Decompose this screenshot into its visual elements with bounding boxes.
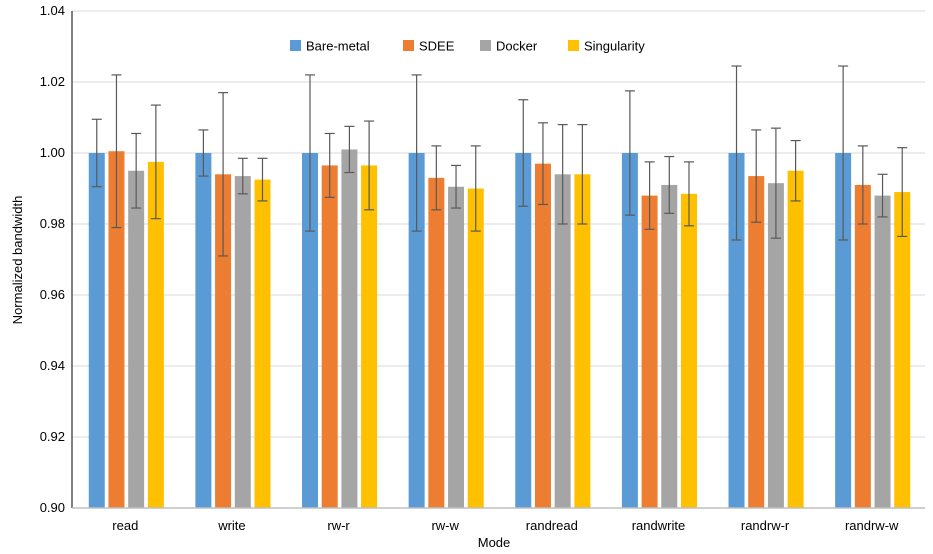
bar: [215, 174, 232, 509]
legend-label: Singularity: [584, 39, 645, 54]
legend-label: Bare-metal: [306, 39, 370, 54]
x-tick-label: randwrite: [632, 518, 685, 533]
y-tick-label: 0.98: [40, 216, 65, 231]
axes: [71, 11, 925, 509]
y-tick-label: 1.00: [40, 145, 65, 160]
x-tick-label: randread: [526, 518, 578, 533]
y-axis-title: Normalized bandwidth: [10, 196, 25, 325]
bar: [680, 193, 697, 508]
bar: [854, 184, 871, 508]
x-tick-label: randrw-w: [845, 518, 899, 533]
bar: [147, 161, 164, 508]
bar: [361, 165, 378, 509]
bar: [835, 153, 852, 508]
bar: [534, 163, 551, 508]
bar: [108, 151, 125, 508]
bar: [428, 177, 445, 508]
legend-swatch: [480, 40, 491, 51]
bar: [554, 174, 571, 509]
bar: [641, 195, 658, 508]
bar: [767, 183, 784, 509]
y-tick-label: 0.92: [40, 429, 65, 444]
x-axis-title: Mode: [478, 535, 511, 550]
bar: [448, 186, 465, 508]
bar: [195, 153, 212, 508]
legend-swatch: [403, 40, 414, 51]
legend-label: SDEE: [419, 39, 455, 54]
x-axis-ticks: read write rw-r rw-w randread randwrite randrw…: [112, 518, 899, 533]
y-tick-label: 1.04: [40, 3, 65, 18]
bar: [341, 149, 358, 508]
bar: [748, 176, 765, 508]
bars: [88, 149, 911, 509]
bar: [321, 165, 338, 509]
bar: [787, 170, 804, 508]
legend-swatch: [290, 40, 301, 51]
x-tick-label: randrw-r: [741, 518, 790, 533]
legend: Bare-metal SDEE Docker Singularity: [290, 39, 645, 54]
bar: [574, 174, 591, 509]
y-tick-label: 0.96: [40, 287, 65, 302]
bar: [515, 153, 532, 508]
error-bars: [91, 65, 908, 257]
bar: [88, 153, 105, 508]
x-tick-label: write: [217, 518, 245, 533]
bar: [728, 153, 745, 508]
y-tick-label: 0.90: [40, 500, 65, 515]
bar: [894, 192, 911, 509]
y-tick-label: 1.02: [40, 74, 65, 89]
bar: [408, 153, 425, 508]
x-tick-label: rw-w: [431, 518, 459, 533]
y-tick-label: 0.94: [40, 358, 65, 373]
x-tick-label: rw-r: [327, 518, 350, 533]
y-axis-ticks: 0.90 0.92 0.94 0.96 0.98 1.00 1.02 1.04: [40, 3, 65, 515]
x-tick-label: read: [112, 518, 138, 533]
legend-label: Docker: [496, 39, 538, 54]
bar: [234, 176, 251, 508]
bar: [874, 195, 891, 508]
bar: [128, 170, 145, 508]
bar: [467, 188, 484, 508]
bar: [661, 184, 678, 508]
bar: [621, 153, 638, 508]
bar: [254, 179, 271, 508]
legend-swatch: [568, 40, 579, 51]
gridlines: [72, 10, 925, 438]
bar: [302, 153, 319, 508]
